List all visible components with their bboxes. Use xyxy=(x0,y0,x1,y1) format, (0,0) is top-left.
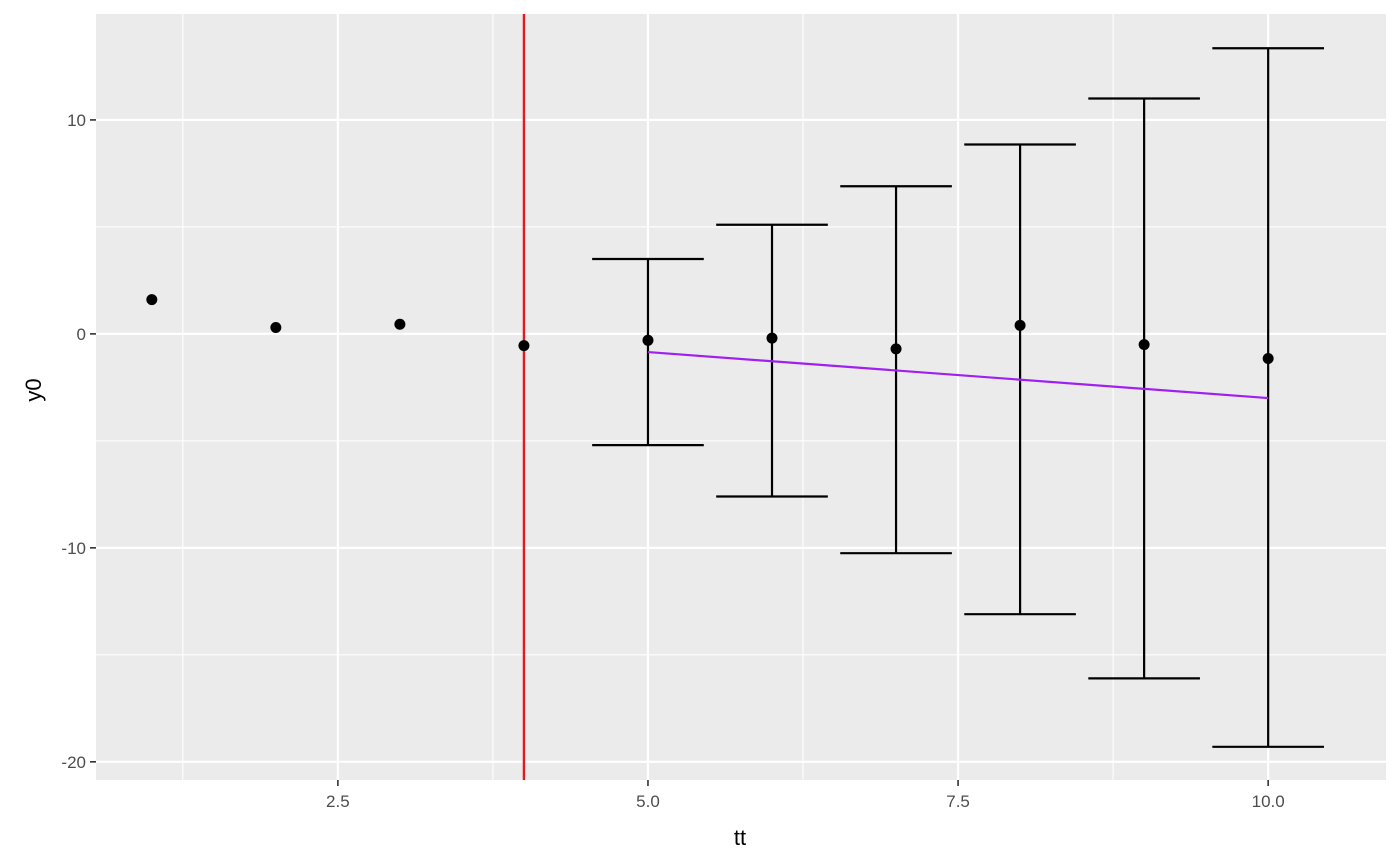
error-bar xyxy=(592,257,704,447)
y-axis-title: y0 xyxy=(21,378,46,401)
point-layer xyxy=(146,294,1274,364)
data-point xyxy=(146,294,158,306)
panel-background xyxy=(96,14,1386,780)
grid-minor xyxy=(96,14,1386,780)
data-point xyxy=(518,340,530,352)
y-tick-label: -20 xyxy=(61,753,86,772)
data-point xyxy=(642,334,654,346)
data-point xyxy=(394,318,406,330)
y-tick-label: 10 xyxy=(67,111,86,130)
trend-layer xyxy=(647,350,1269,400)
data-point xyxy=(1138,339,1150,351)
y-tick-label: -10 xyxy=(61,539,86,558)
axis-ticks xyxy=(90,119,1269,786)
x-tick-label: 7.5 xyxy=(946,792,970,811)
tick-labels: 2.5 5.0 7.5 10.0 10 0 -10 -20 xyxy=(61,111,1284,811)
x-axis-title: tt xyxy=(734,825,746,850)
data-point xyxy=(1014,319,1026,331)
data-point xyxy=(890,343,902,355)
x-tick-label: 10.0 xyxy=(1252,792,1285,811)
errorbar-layer xyxy=(592,47,1324,748)
data-point xyxy=(766,332,778,344)
trend-line xyxy=(647,350,1269,400)
x-tick-label: 5.0 xyxy=(636,792,660,811)
data-point xyxy=(270,321,282,333)
data-point xyxy=(1262,352,1274,364)
y-tick-label: 0 xyxy=(77,325,86,344)
x-tick-label: 2.5 xyxy=(326,792,350,811)
